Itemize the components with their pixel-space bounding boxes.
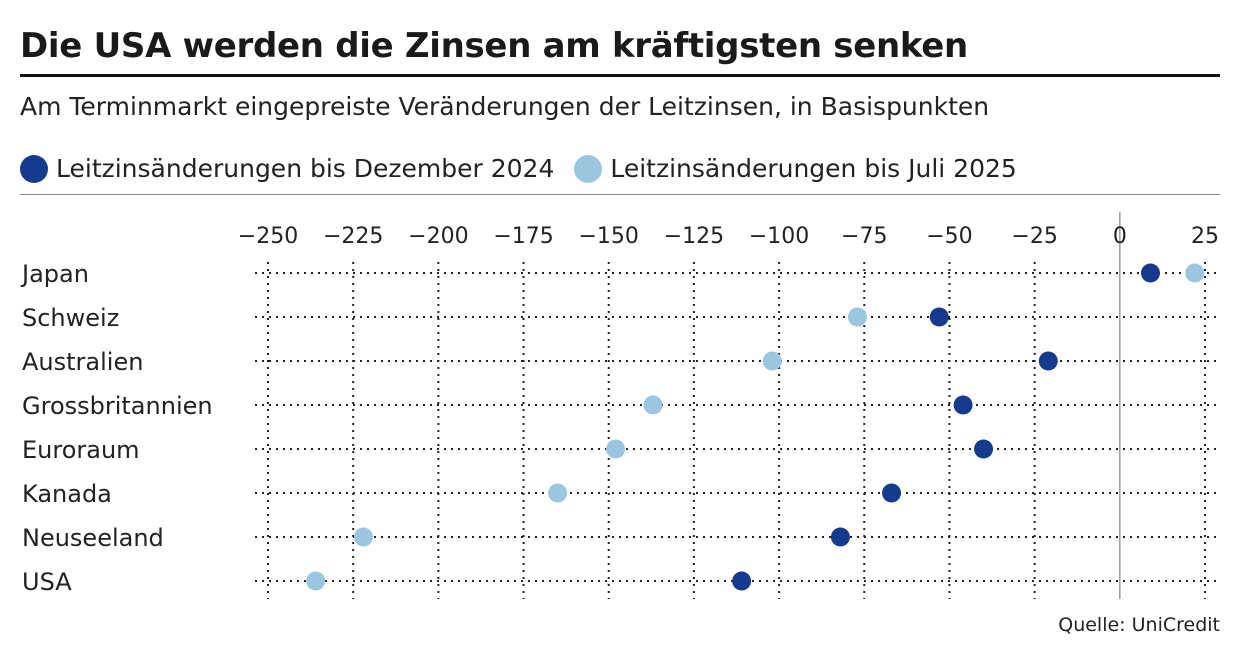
x-tick-label: −250 (238, 224, 298, 249)
dot-jul-2025 (847, 307, 867, 327)
legend-swatch-dark-blue (20, 154, 48, 183)
dot-dec-2024 (1140, 263, 1160, 283)
category-label: Euroraum (22, 436, 140, 464)
x-tick-label: −225 (323, 224, 383, 249)
dot-dec-2024 (929, 307, 949, 327)
dot-dec-2024 (953, 395, 973, 415)
category-label: Kanada (22, 480, 112, 508)
legend: Leitzinsänderungen bis Dezember 2024 Lei… (20, 154, 1037, 183)
dot-dec-2024 (830, 527, 850, 547)
dot-jul-2025 (353, 527, 373, 547)
dot-dec-2024 (882, 483, 902, 503)
dot-jul-2025 (762, 351, 782, 371)
dot-jul-2025 (643, 395, 663, 415)
legend-label: Leitzinsänderungen bis Juli 2025 (610, 154, 1017, 183)
x-tick-label: −125 (664, 224, 724, 249)
x-tick-label: −50 (926, 224, 972, 249)
title-divider (20, 74, 1220, 77)
dot-jul-2025 (306, 571, 326, 591)
dot-dec-2024 (732, 571, 752, 591)
category-label: Schweiz (22, 304, 119, 332)
legend-label: Leitzinsänderungen bis Dezember 2024 (56, 154, 555, 183)
source-note: Quelle: UniCredit (1058, 614, 1220, 636)
x-tick-label: −200 (408, 224, 468, 249)
chart-subtitle: Am Terminmarkt eingepreiste Veränderunge… (20, 92, 990, 121)
dot-jul-2025 (606, 439, 626, 459)
chart-title: Die USA werden die Zinsen am kräftigsten… (20, 26, 968, 66)
x-tick-label: −25 (1011, 224, 1057, 249)
x-tick-label: 25 (1191, 224, 1219, 249)
category-label: USA (22, 568, 72, 596)
legend-item-jul-2025: Leitzinsänderungen bis Juli 2025 (574, 154, 1017, 183)
category-label: Grossbritannien (22, 392, 213, 420)
dot-dec-2024 (1038, 351, 1058, 371)
dot-jul-2025 (548, 483, 568, 503)
x-tick-label: −100 (749, 224, 809, 249)
category-label: Japan (20, 260, 89, 288)
legend-item-dec-2024: Leitzinsänderungen bis Dezember 2024 (20, 154, 554, 183)
dot-dec-2024 (974, 439, 994, 459)
dot-jul-2025 (1185, 263, 1205, 283)
category-label: Neuseeland (22, 524, 164, 552)
x-tick-label: 0 (1113, 224, 1127, 249)
legend-swatch-light-blue (574, 154, 603, 183)
legend-divider (20, 194, 1220, 195)
category-label: Australien (22, 348, 143, 376)
x-tick-label: −175 (493, 224, 553, 249)
x-tick-label: −75 (841, 224, 887, 249)
x-tick-label: −150 (579, 224, 639, 249)
